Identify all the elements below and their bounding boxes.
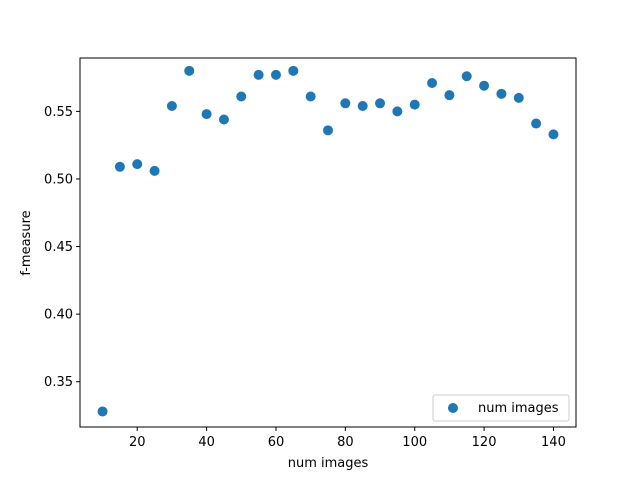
x-tick-label: 20 xyxy=(129,435,146,450)
data-point xyxy=(201,109,212,120)
data-point xyxy=(548,129,559,140)
data-point xyxy=(409,99,420,110)
data-point xyxy=(479,80,490,91)
data-point xyxy=(305,91,316,102)
x-tick-label: 100 xyxy=(402,435,427,450)
y-tick-label: 0.35 xyxy=(44,375,73,390)
data-point xyxy=(513,92,524,103)
data-point xyxy=(340,98,351,109)
legend-marker xyxy=(448,403,458,413)
data-point xyxy=(114,161,125,172)
plot-frame xyxy=(79,57,577,428)
y-tick-label: 0.50 xyxy=(44,172,73,187)
legend: num images xyxy=(432,394,570,422)
axes: 20 40 60 80 100 120 140 0.35 0.40 0.45 0.50 0.55 xyxy=(44,57,577,450)
data-point xyxy=(531,118,542,129)
x-tick-label: 80 xyxy=(337,435,354,450)
data-point xyxy=(132,159,143,170)
data-point xyxy=(392,106,403,117)
data-point xyxy=(461,71,472,82)
y-tick-label: 0.45 xyxy=(44,240,73,255)
data-point xyxy=(149,165,160,176)
data-point xyxy=(166,100,177,111)
y-tick-label: 0.55 xyxy=(44,105,73,120)
data-point xyxy=(375,98,386,109)
data-point xyxy=(236,91,247,102)
x-tick-label: 140 xyxy=(541,435,566,450)
data-point xyxy=(97,406,108,417)
data-point xyxy=(357,100,368,111)
y-axis-label: f-measure xyxy=(19,210,34,275)
data-point xyxy=(496,88,507,99)
data-point xyxy=(218,114,229,125)
data-point xyxy=(288,65,299,76)
data-point xyxy=(427,78,438,89)
data-points xyxy=(97,65,559,417)
data-point xyxy=(184,65,195,76)
x-tick-label: 60 xyxy=(268,435,285,450)
y-tick-label: 0.40 xyxy=(44,308,73,323)
x-tick-label: 120 xyxy=(472,435,497,450)
x-axis-label: num images xyxy=(288,456,369,471)
x-tick-label: 40 xyxy=(198,435,215,450)
data-point xyxy=(270,69,281,80)
legend-frame xyxy=(432,394,570,422)
data-point xyxy=(323,125,333,136)
legend-label: num images xyxy=(478,401,559,416)
data-point xyxy=(253,69,264,80)
data-point xyxy=(444,90,455,101)
